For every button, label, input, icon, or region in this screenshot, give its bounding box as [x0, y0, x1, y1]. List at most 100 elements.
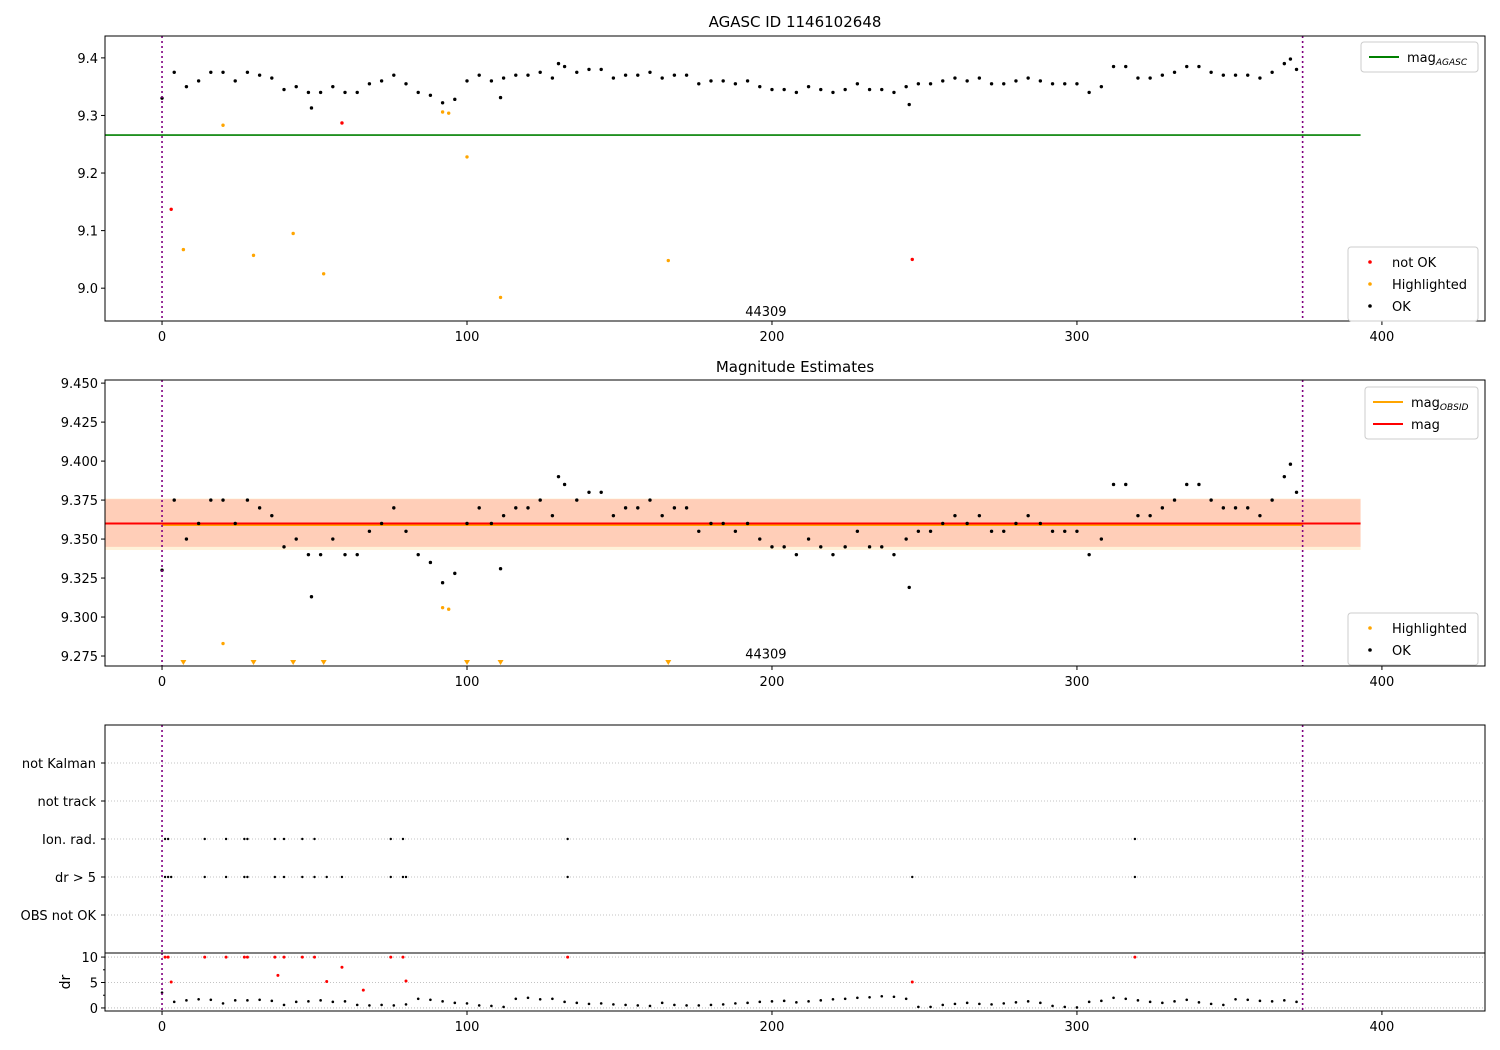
offscale-highlighted-marker: [290, 660, 297, 665]
flag-point: [566, 837, 569, 841]
flag-category-label: OBS not OK: [21, 909, 97, 924]
ok-point: [623, 506, 628, 510]
ok-point: [331, 84, 335, 89]
ok-point: [416, 552, 420, 557]
y-tick-label-p2: 9.425: [61, 416, 98, 431]
y-tick-label-p1: 9.3: [77, 109, 98, 124]
ok-point: [196, 521, 201, 526]
dr-ok-point: [709, 1003, 713, 1007]
x-tick-label-p4: 300: [1065, 1020, 1090, 1035]
dr-ok-point: [1051, 1004, 1054, 1008]
dr-flagged-point: [389, 955, 393, 959]
highlighted-point: [447, 111, 451, 115]
x-tick-label-p2: 100: [455, 675, 480, 690]
ok-point: [318, 90, 323, 95]
dr-ok-point: [1246, 998, 1250, 1002]
ok-point: [867, 87, 872, 92]
flag-point: [401, 875, 405, 879]
ok-point: [245, 498, 250, 502]
ok-point: [1002, 529, 1006, 533]
highlighted-point: [666, 258, 670, 263]
dr-ok-point: [746, 1001, 749, 1005]
x-tick-label-p2: 0: [158, 675, 166, 690]
ok-point: [1160, 506, 1165, 510]
dr-flagged-point: [566, 955, 570, 959]
dr-ok-point: [1014, 1001, 1018, 1004]
flag-point: [273, 837, 277, 841]
ok-point: [672, 506, 677, 510]
ok-point: [1075, 529, 1079, 533]
dr-ok-point: [1039, 1001, 1042, 1005]
ok-point: [1026, 76, 1030, 80]
ok-point: [660, 76, 664, 80]
flag-point: [243, 875, 246, 879]
y-tick-label-p2: 9.350: [61, 533, 98, 548]
ok-point: [904, 84, 908, 89]
dr-flagged-point: [169, 980, 173, 984]
ok-point: [209, 498, 213, 502]
dr-flagged-point: [404, 979, 408, 983]
ok-point: [611, 513, 616, 518]
obsid-annotation: 44309: [745, 648, 786, 663]
dr-ok-point: [490, 1004, 493, 1008]
flag-point: [169, 875, 173, 879]
ok-point: [501, 513, 506, 518]
dr-flagged-point: [401, 955, 405, 959]
flag-point: [566, 875, 569, 879]
dr-ok-point: [831, 997, 835, 1001]
dr-ok-point: [685, 1004, 688, 1007]
ok-point: [1294, 490, 1299, 494]
not-ok-point: [169, 207, 173, 212]
x-tick-label-p1: 0: [158, 330, 166, 345]
offscale-highlighted-marker: [250, 660, 257, 665]
ok-point: [697, 529, 701, 533]
legend-box: [1360, 41, 1479, 73]
dr-ok-point: [807, 1000, 810, 1003]
dr-ok-point: [404, 1003, 408, 1006]
ok-point: [1288, 57, 1293, 61]
offscale-highlighted-marker: [320, 660, 327, 665]
ok-point: [331, 537, 335, 541]
dr-ok-point: [172, 1000, 176, 1004]
ok-point: [928, 82, 933, 86]
legend-marker-swatch: [1368, 648, 1372, 652]
flag-point: [203, 837, 206, 841]
flag-point: [166, 837, 170, 841]
legend-label-subscript: OBSID: [1440, 403, 1469, 413]
dr-ok-point: [1124, 997, 1128, 1001]
dr-ok-point: [185, 999, 188, 1002]
ok-point: [1136, 76, 1140, 80]
dr-ok-point: [1197, 1001, 1201, 1004]
x-tick-label-p2: 300: [1065, 675, 1090, 690]
ok-point: [172, 498, 176, 502]
dr-ok-point: [526, 996, 530, 1000]
ok-point: [880, 545, 884, 549]
ok-point: [745, 79, 750, 83]
ok-point: [550, 76, 555, 80]
y-tick-label-p1: 9.2: [77, 167, 98, 182]
ok-point: [733, 82, 738, 86]
y-tick-label-p4: 5: [90, 977, 98, 992]
ok-point: [709, 79, 713, 83]
axes-frame: [104, 35, 1486, 322]
ok-point: [794, 552, 799, 557]
dr-ok-point: [197, 997, 200, 1001]
ok-point: [611, 76, 616, 80]
dr-ok-point: [965, 1001, 969, 1005]
ok-point: [428, 93, 433, 98]
highlighted-point: [291, 231, 295, 236]
ok-point: [1124, 482, 1128, 487]
ok-point: [392, 73, 396, 77]
offscale-highlighted-marker: [464, 660, 471, 665]
highlighted-point: [498, 295, 503, 300]
ok-point: [294, 84, 298, 89]
dr-ok-point: [453, 1001, 457, 1005]
dr-ok-point: [648, 1004, 652, 1008]
x-tick-label-p1: 100: [455, 330, 480, 345]
ok-point: [562, 482, 567, 487]
ok-point: [636, 73, 640, 77]
flag-point: [404, 875, 408, 879]
ok-point: [587, 490, 591, 494]
dr-ok-point: [1234, 997, 1237, 1001]
